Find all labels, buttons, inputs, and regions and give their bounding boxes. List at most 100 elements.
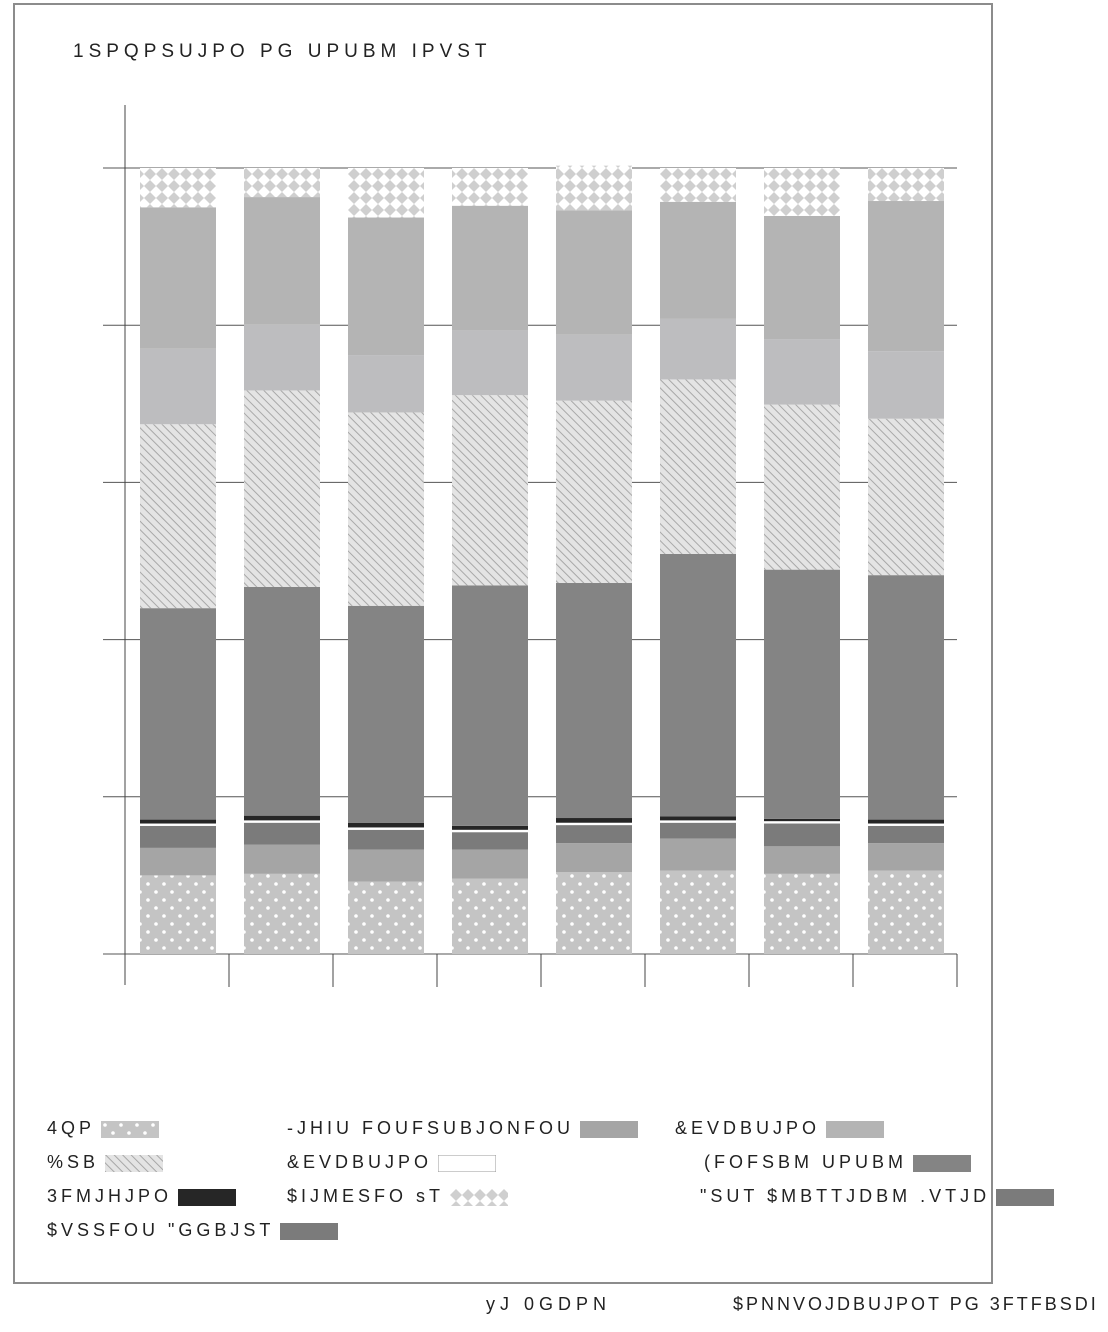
bar-segment xyxy=(140,825,216,848)
chart-frame xyxy=(13,3,993,1284)
bar-segment xyxy=(660,168,736,202)
bars xyxy=(140,165,944,954)
legend-label: $IJMESFO sT xyxy=(287,1186,445,1206)
bar-segment xyxy=(556,822,632,826)
bar-segment xyxy=(764,818,840,822)
bar-segment xyxy=(556,583,632,819)
bar-segment xyxy=(452,832,528,850)
bar-segment xyxy=(140,875,216,954)
bar-segment xyxy=(660,870,736,954)
legend-swatch xyxy=(437,1154,497,1173)
legend-item: &EVDBUJPO xyxy=(287,1151,497,1173)
bar-segment xyxy=(140,207,216,349)
bar-segment xyxy=(868,819,944,824)
legend-label: "SUT $MBTTJDBM .VTJD xyxy=(700,1186,991,1206)
bar-segment xyxy=(244,820,320,823)
legend-item: &EVDBUJPO xyxy=(675,1117,885,1139)
legend-label: 4QP xyxy=(47,1118,96,1138)
bar-segment xyxy=(348,412,424,606)
bar-segment xyxy=(452,849,528,879)
bar-segment xyxy=(348,829,424,850)
bar-segment xyxy=(868,201,944,352)
bar-segment xyxy=(764,846,840,874)
bar-segment xyxy=(660,838,736,871)
bar-segment xyxy=(244,197,320,325)
bar-segment xyxy=(764,168,840,216)
legend-label: (FOFSBM UPUBM xyxy=(704,1152,907,1172)
bar-segment xyxy=(660,822,736,839)
bar-segment xyxy=(764,823,840,847)
legend-swatch xyxy=(826,1120,885,1138)
bar-segment xyxy=(556,872,632,954)
bar-segment xyxy=(556,400,632,584)
bar-segment xyxy=(244,822,320,845)
bar-segment xyxy=(764,404,840,570)
chart-title: 1SPQPSUJPO PG UPUBM IPVST xyxy=(73,41,492,62)
bar-segment xyxy=(348,217,424,356)
legend-swatch xyxy=(178,1188,237,1206)
axes xyxy=(124,105,958,987)
bar-segment xyxy=(868,575,944,820)
legend-item: 4QP xyxy=(47,1117,160,1139)
bar-segment xyxy=(348,168,424,218)
bar-segment xyxy=(764,873,840,954)
bar-segment xyxy=(140,823,216,826)
bar-segment xyxy=(660,379,736,554)
footer-left: yJ 0GDPN xyxy=(486,1294,612,1314)
bar-segment xyxy=(556,334,632,401)
bar-segment xyxy=(556,165,632,211)
bar-segment xyxy=(452,395,528,586)
bar-segment xyxy=(452,829,528,833)
legend-swatch xyxy=(105,1154,164,1172)
bar-segment xyxy=(868,843,944,871)
legend-item: (FOFSBM UPUBM xyxy=(704,1151,971,1173)
bar-segment xyxy=(140,847,216,876)
legend-swatch xyxy=(580,1120,638,1138)
bar-segment xyxy=(868,418,944,576)
bar-segment xyxy=(660,553,736,817)
bar-segment xyxy=(244,844,320,874)
bar-segment xyxy=(348,822,424,828)
bar-segment xyxy=(660,820,736,823)
legend-item: 3FMJHJPO xyxy=(47,1185,237,1207)
bar-segment xyxy=(140,168,216,208)
legend-swatch xyxy=(913,1154,971,1172)
bar-segment xyxy=(140,424,216,609)
legend-label: &EVDBUJPO xyxy=(287,1152,433,1172)
bar-segment xyxy=(348,605,424,823)
bar-segment xyxy=(244,390,320,587)
bar-segment xyxy=(244,873,320,954)
bar-segment xyxy=(868,870,944,954)
bar-segment xyxy=(556,843,632,873)
legend-swatch xyxy=(996,1188,1055,1206)
bar-segment xyxy=(452,825,528,830)
legend-item: %SB xyxy=(47,1151,164,1173)
legend-item: $IJMESFO sT xyxy=(287,1185,509,1207)
bar-segment xyxy=(764,339,840,405)
bar-segment xyxy=(140,348,216,425)
legend-label: 3FMJHJPO xyxy=(47,1186,173,1206)
legend-swatch xyxy=(280,1222,339,1240)
legend-item: $VSSFOU "GGBJST xyxy=(47,1219,339,1241)
bar-segment xyxy=(868,168,944,202)
legend-label: -JHIU FOUFSUBJONFOU xyxy=(287,1118,574,1138)
bar-segment xyxy=(244,586,320,816)
bar-segment xyxy=(348,881,424,954)
legend-label: $VSSFOU "GGBJST xyxy=(47,1220,275,1240)
bar-segment xyxy=(452,878,528,954)
bar-segment xyxy=(140,608,216,820)
bar-segment xyxy=(868,825,944,844)
bar-segment xyxy=(452,168,528,206)
bar-segment xyxy=(244,324,320,391)
legend-item: -JHIU FOUFSUBJONFOU xyxy=(287,1117,638,1139)
bar-segment xyxy=(868,823,944,826)
footer-right: $PNNVOJDBUJPOT PG 3FTFBSDI xyxy=(733,1294,1099,1314)
bar-segment xyxy=(348,849,424,882)
legend-label: %SB xyxy=(47,1152,100,1172)
bar-segment xyxy=(556,210,632,335)
bar-segment xyxy=(348,827,424,830)
bar-segment xyxy=(348,355,424,413)
bar-segment xyxy=(452,205,528,331)
legend-label: &EVDBUJPO xyxy=(675,1118,821,1138)
